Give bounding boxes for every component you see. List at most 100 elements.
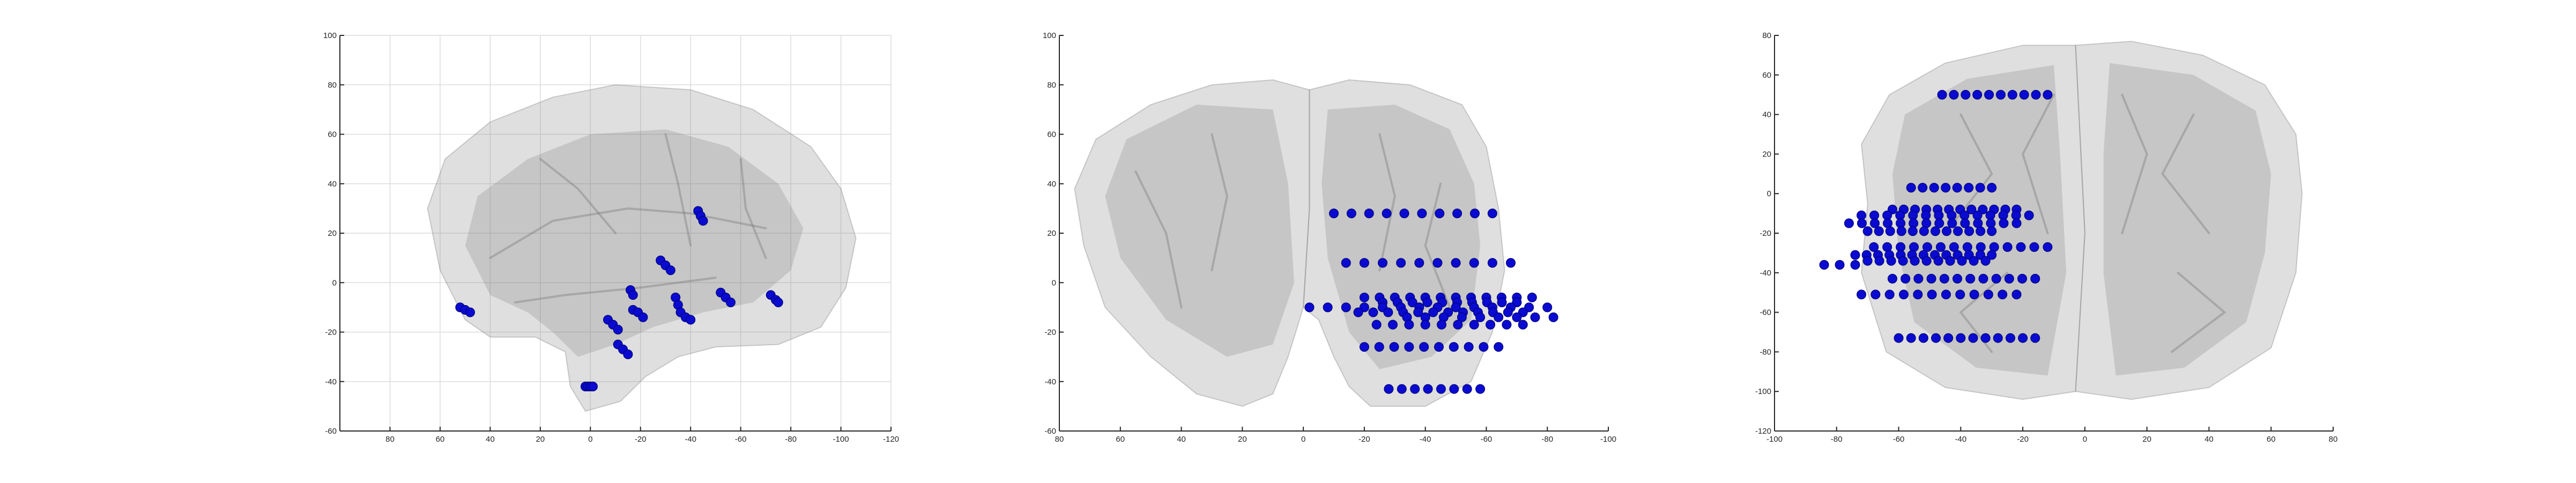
electrode-point [1487,258,1497,268]
x-tick-label: -20 [2017,435,2029,444]
electrode-point [1469,209,1480,219]
electrode-point [1909,242,1919,252]
y-tick-label: -60 [325,427,337,436]
electrode-point [1999,218,2009,228]
electrode-point [1913,289,1923,300]
y-tick-label: -20 [325,328,337,337]
axes: 80 60 40 20 0 -20 -40 -60 -80 -100 -120 100 80 60 40 20… [323,31,899,444]
y-tick-label: -20 [1760,229,1771,238]
electrode-point [1964,226,1974,236]
x-tick-label: -80 [785,435,797,444]
electrode-point [1436,384,1446,394]
electrode-point [1452,209,1463,219]
electrode-point [1404,319,1414,330]
brain-sulcus [2121,93,2148,234]
electrode-point [1304,302,1315,313]
electrode-point [1353,307,1363,317]
x-tick-label: 60 [1116,435,1125,444]
electrode-point [1428,307,1438,317]
x-tick-label: -120 [883,435,899,444]
brain-surface [427,84,857,412]
y-tick-label: 60 [1762,71,1771,80]
brain-shading [1105,105,1295,357]
electrode-point [773,298,783,308]
x-tick-label: -60 [735,435,747,444]
electrode-point [1475,312,1486,322]
electrode-point [1486,319,1496,330]
electrode-point [2007,90,2017,100]
electrode-point [1949,242,1959,252]
electrode-point [1984,90,1994,100]
y-tick-label: -60 [1760,308,1771,317]
y-tick-label: -40 [325,377,337,387]
electrode-point [1957,256,1967,266]
electrode-point [1927,289,1937,300]
electrode-point [2024,210,2034,220]
electrode-point [1462,384,1472,394]
electrode-point [1341,302,1351,313]
x-tick-label: -40 [1955,435,1966,444]
electrode-point [1934,218,1944,228]
sagittal-panel: 80 60 40 20 0 -20 -40 -60 -80 -100 -120 100 80 60 40 20… [323,30,901,444]
y-tick-label: -60 [1044,427,1056,436]
x-tick-label: 0 [588,435,592,444]
electrode-point [1475,384,1486,394]
axial-plot: -100 -80 -60 -40 -20 0 20 40 60 80 80 60 40 20 0 -20 -40… [1755,31,2338,444]
electrode-point [1941,289,1951,300]
electrode-point [1978,273,1988,284]
x-tick-label: -40 [685,435,696,444]
electrode-point [1487,209,1497,219]
electrode-point [1960,218,1970,228]
electrode-point [1383,307,1393,317]
electrode-point [1919,226,1929,236]
electrode-point [1387,319,1398,330]
y-tick-label: 40 [1047,180,1056,189]
electrode-point [1407,298,1417,308]
electrode-point [1862,256,1873,266]
electrode-point [1451,302,1461,313]
electrode-point [1937,90,1947,100]
electrode-point [1896,226,1906,236]
electrode-point [1949,90,1959,100]
electrode-point [1346,209,1356,219]
brain-shading [465,129,804,357]
electrode-point [1404,342,1414,352]
x-tick-label: 20 [536,435,545,444]
electrode-point [1835,260,1845,270]
electrode-point [1968,333,1978,343]
electrode-point [1886,256,1896,266]
electrode-point [1494,312,1504,322]
electrode-point [1505,258,1516,268]
electrode-point [1341,258,1351,268]
x-tick-label: -80 [1541,435,1553,444]
electrode-point [1378,258,1388,268]
electrode-point [1323,302,1333,313]
y-tick-label: 20 [1047,229,1056,238]
brain-hemisphere [1861,44,2085,400]
electrode-point [1396,258,1406,268]
electrode-point [1918,183,1928,193]
x-tick-label: -40 [1420,435,1431,444]
electrode-point [1991,273,2001,284]
y-tick-label: 0 [1052,278,1056,287]
x-tick-label: 80 [2329,435,2338,444]
y-tick-label: 40 [1762,110,1771,120]
electrode-point [686,315,696,325]
y-tick-label: -120 [1755,427,1771,436]
x-tick-label: -20 [1358,435,1370,444]
electrode-point [588,381,598,391]
electrode-point [1966,204,1977,214]
y-tick-label: 100 [1043,31,1056,40]
electrode-point [1413,307,1423,317]
electrode-point [1882,242,1892,252]
electrode-point [1921,256,1932,266]
electrode-point [1930,226,1940,236]
sagittal-plot: 80 60 40 20 0 -20 -40 -60 -80 -100 -120 100 80 60 40 20… [323,31,899,444]
electrode-point [1962,242,1972,252]
brain-hemisphere [1074,79,1310,407]
x-tick-label: -100 [833,435,849,444]
electrode-point [1947,218,1957,228]
electrode-point [1969,256,1979,266]
y-tick-label: 40 [328,180,337,189]
electrode-point [2016,242,2026,252]
